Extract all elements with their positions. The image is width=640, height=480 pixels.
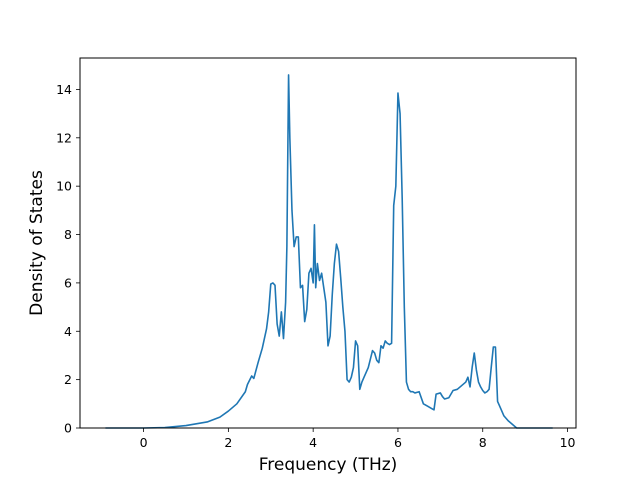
x-tick-label: 2 — [224, 435, 232, 450]
y-tick-label: 4 — [64, 324, 72, 339]
x-tick-label: 8 — [479, 435, 487, 450]
y-tick-label: 8 — [64, 227, 72, 242]
y-tick-label: 6 — [64, 275, 72, 290]
y-tick-label: 2 — [64, 372, 72, 387]
x-axis-label: Frequency (THz) — [259, 455, 398, 475]
y-tick-label: 0 — [64, 421, 72, 436]
y-tick-label: 10 — [56, 179, 72, 194]
y-axis: 0 2 4 6 8 10 12 14 — [56, 82, 80, 436]
x-tick-label: 6 — [394, 435, 402, 450]
y-axis-label: Density of States — [27, 170, 47, 316]
y-tick-label: 12 — [56, 130, 72, 145]
x-tick-label: 0 — [140, 435, 148, 450]
dos-series-line — [105, 74, 553, 429]
axes-frame — [79, 57, 577, 429]
x-tick-label: 10 — [560, 435, 576, 450]
plot-area — [105, 74, 553, 429]
x-axis: 0 2 4 6 8 10 — [140, 428, 576, 450]
y-tick-label: 14 — [56, 82, 72, 97]
x-tick-label: 4 — [309, 435, 317, 450]
